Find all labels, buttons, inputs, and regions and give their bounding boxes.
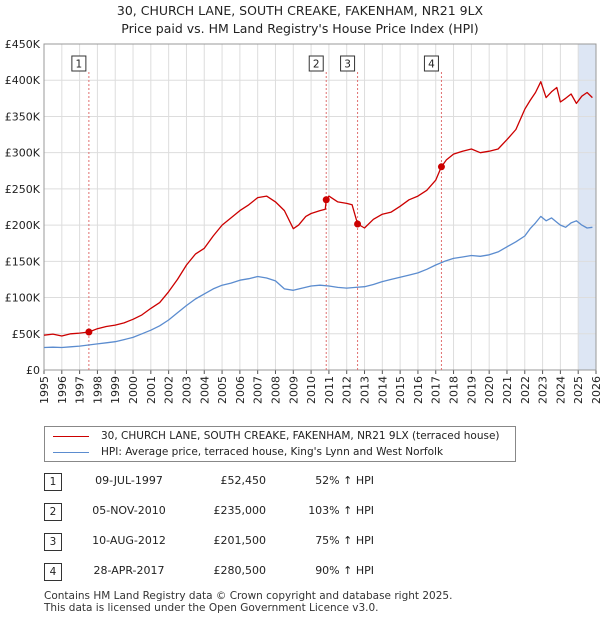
sale-price: £235,000 [213,504,267,517]
x-tick-label: 2023 [537,376,550,404]
x-tick-label: 2021 [501,376,514,404]
footer-line1: Contains HM Land Registry data © Crown c… [44,590,453,602]
x-tick-label: 2010 [305,376,318,404]
price-chart: £0 £50K £100K £150K £200K £250K £300K £350K £400… [5,38,600,404]
sale-date: 10-AUG-2012 [92,534,166,547]
sale-hpi-change: 103% ↑ HPI [308,504,374,517]
x-tick-label: 2009 [287,376,300,404]
sale-price: £52,450 [220,474,267,487]
legend-swatch-price [53,435,89,437]
y-tick-label: £450K [5,38,41,51]
sale-point [354,220,362,228]
x-tick-label: 2001 [145,376,158,404]
chart-title-line1: 30, CHURCH LANE, SOUTH CREAKE, FAKENHAM,… [116,3,484,18]
legend-label-hpi: HPI: Average price, terraced house, King… [101,446,444,458]
y-tick-label: £50K [12,328,41,341]
sale-marker-label: 2 [313,59,320,71]
sale-number-badge: 4 [44,563,62,581]
y-tick-label: £350K [5,110,41,123]
legend-item-hpi: HPI: Average price, terraced house, King… [53,444,443,460]
sale-point [322,196,330,204]
forecast-shade [578,44,596,370]
y-tick-label: £100K [5,292,41,305]
x-tick-label: 1997 [74,376,87,404]
x-tick-label: 2002 [163,376,176,404]
legend-item-price: 30, CHURCH LANE, SOUTH CREAKE, FAKENHAM,… [53,428,500,444]
sale-hpi-change: 90% ↑ HPI [315,564,374,577]
x-tick-label: 1996 [56,376,69,404]
x-tick-label: 2008 [269,376,282,404]
sale-number-badge: 2 [44,503,62,521]
x-tick-label: 2019 [465,376,478,404]
footer-line2: This data is licensed under the Open Gov… [44,602,379,614]
x-tick-label: 2004 [198,376,211,404]
x-tick-label: 2015 [394,376,407,404]
x-tick-label: 2013 [359,376,372,404]
sale-marker-box [71,55,87,72]
x-tick-label: 2018 [448,376,461,404]
chart-legend: 30, CHURCH LANE, SOUTH CREAKE, FAKENHAM,… [44,426,516,462]
chart-title: 30, CHURCH LANE, SOUTH CREAKE, FAKENHAM,… [0,2,600,38]
price-paid-line [43,81,593,337]
x-tick-label: 2005 [216,376,229,404]
sale-marker-label: 4 [428,59,435,71]
y-tick-label: £400K [5,74,41,87]
x-tick-label: 2000 [127,376,140,404]
sale-point [437,163,445,171]
plot-frame [43,43,597,371]
sale-marker-box [423,55,439,72]
sale-price: £201,500 [213,534,267,547]
plot-area [44,44,596,370]
sale-hpi-change: 75% ↑ HPI [315,534,374,547]
x-tick-label: 1999 [109,376,122,404]
x-tick-label: 2003 [180,376,193,404]
x-tick-label: 2012 [341,376,354,404]
y-tick-label: £250K [5,183,41,196]
x-tick-label: 2006 [234,376,247,404]
x-tick-label: 2007 [252,376,265,404]
x-tick-label: 2026 [590,376,600,404]
x-tick-label: 2011 [323,376,336,404]
x-tick-label: 2020 [483,376,496,404]
x-tick-label: 2014 [376,376,389,404]
x-tick-label: 1998 [91,376,104,404]
sale-marker-label: 1 [76,59,83,71]
sale-hpi-change: 52% ↑ HPI [315,474,374,487]
x-tick-label: 2025 [572,376,585,404]
sale-marker-label: 3 [344,59,351,71]
sale-point [85,328,93,336]
x-tick-label: 2017 [430,376,443,404]
y-tick-label: £300K [5,147,41,160]
y-tick-label: £0 [26,364,40,377]
x-tick-label: 2022 [519,376,532,404]
sale-marker-box [308,55,324,72]
hpi-line [43,215,593,349]
footer-attribution: Contains HM Land Registry data © Crown c… [44,590,452,614]
y-tick-label: £200K [5,219,41,232]
sale-date: 09-JUL-1997 [95,474,163,487]
sale-number-badge: 1 [44,473,62,491]
sale-date: 28-APR-2017 [93,564,165,577]
y-tick-label: £150K [5,255,41,268]
sale-price: £280,500 [213,564,267,577]
legend-label-price: 30, CHURCH LANE, SOUTH CREAKE, FAKENHAM,… [101,430,500,442]
x-tick-label: 2024 [554,376,567,404]
chart-title-line2: Price paid vs. HM Land Registry's House … [121,21,479,36]
legend-swatch-hpi [53,451,89,453]
sale-date: 05-NOV-2010 [92,504,166,517]
sale-number-badge: 3 [44,533,62,551]
x-tick-label: 1995 [38,376,51,404]
sale-marker-box [340,55,356,72]
x-tick-label: 2016 [412,376,425,404]
